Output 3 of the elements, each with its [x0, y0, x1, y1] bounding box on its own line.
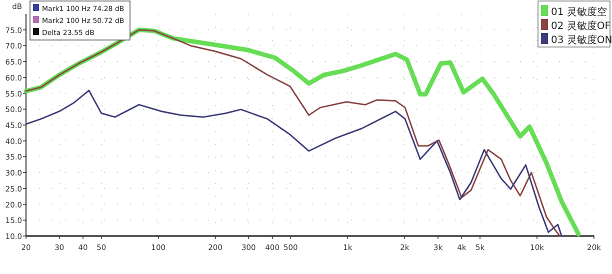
legend-label: 02 灵敏度OF — [551, 20, 611, 32]
legend-label: 01 灵敏度空 — [551, 6, 607, 18]
legend-label: 03 灵敏度ON — [551, 34, 612, 46]
